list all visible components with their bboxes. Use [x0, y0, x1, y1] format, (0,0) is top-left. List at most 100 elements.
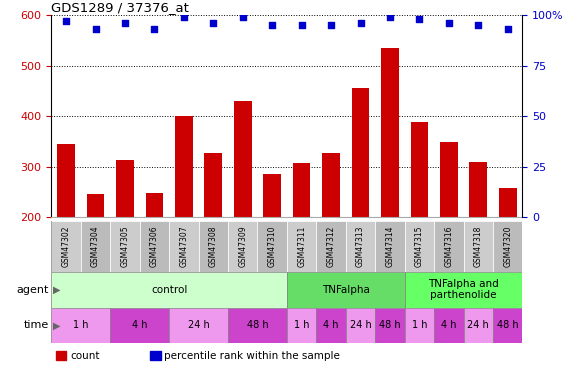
Text: 24 h: 24 h	[188, 320, 210, 330]
Bar	[110, 308, 169, 343]
Bar	[405, 272, 522, 308]
Text: GSM47310: GSM47310	[268, 226, 277, 267]
Text: TNFalpha and
parthenolide: TNFalpha and parthenolide	[428, 279, 499, 300]
Text: TNFalpha: TNFalpha	[322, 285, 370, 295]
Bar	[87, 194, 104, 217]
Point	[268, 22, 277, 28]
Text: 24 h: 24 h	[349, 320, 371, 330]
Text: 1 h: 1 h	[412, 320, 427, 330]
Text: control: control	[151, 285, 187, 295]
Bar	[381, 48, 399, 217]
Bar	[405, 221, 434, 272]
Text: GSM47313: GSM47313	[356, 226, 365, 267]
Bar	[322, 153, 340, 218]
Bar	[234, 101, 252, 217]
Bar	[199, 221, 228, 272]
Text: 4 h: 4 h	[323, 320, 339, 330]
Bar	[346, 308, 375, 343]
Text: 1 h: 1 h	[73, 320, 89, 330]
Text: 4 h: 4 h	[441, 320, 457, 330]
Bar	[146, 193, 163, 217]
Text: GSM47318: GSM47318	[474, 226, 483, 267]
Bar	[175, 116, 193, 218]
Bar	[150, 351, 160, 360]
Bar	[440, 141, 458, 218]
Bar	[169, 308, 228, 343]
Point	[120, 20, 130, 26]
Bar	[169, 221, 199, 272]
Text: 24 h: 24 h	[468, 320, 489, 330]
Bar	[434, 308, 464, 343]
Bar	[405, 308, 434, 343]
Bar	[204, 153, 222, 218]
Text: GSM47305: GSM47305	[120, 226, 130, 267]
Bar	[228, 221, 258, 272]
Point	[150, 26, 159, 32]
Point	[356, 20, 365, 26]
Bar	[493, 221, 522, 272]
Point	[62, 18, 71, 24]
Bar	[56, 351, 66, 360]
Text: GSM47307: GSM47307	[179, 226, 188, 267]
Bar	[375, 221, 405, 272]
Text: 48 h: 48 h	[247, 320, 268, 330]
Bar	[293, 163, 311, 218]
Bar	[287, 272, 405, 308]
Bar	[352, 88, 369, 218]
Text: GSM47311: GSM47311	[297, 226, 306, 267]
Text: GDS1289 / 37376_at: GDS1289 / 37376_at	[51, 1, 189, 14]
Text: time: time	[23, 320, 49, 330]
Text: ▶: ▶	[53, 285, 61, 295]
Bar	[411, 122, 428, 218]
Text: GSM47302: GSM47302	[62, 226, 71, 267]
Point	[444, 20, 453, 26]
Point	[503, 26, 512, 32]
Bar	[316, 308, 346, 343]
Text: 1 h: 1 h	[294, 320, 309, 330]
Text: GSM47320: GSM47320	[503, 226, 512, 267]
Point	[238, 14, 247, 20]
Text: GSM47312: GSM47312	[327, 226, 336, 267]
Text: 48 h: 48 h	[379, 320, 401, 330]
Point	[385, 14, 395, 20]
Text: GSM47309: GSM47309	[238, 226, 247, 267]
Bar	[228, 308, 287, 343]
Bar	[51, 272, 287, 308]
Bar	[110, 221, 140, 272]
Bar	[316, 221, 346, 272]
Bar	[57, 144, 75, 218]
Bar	[287, 308, 316, 343]
Bar	[499, 188, 517, 218]
Bar	[464, 221, 493, 272]
Point	[474, 22, 483, 28]
Bar	[434, 221, 464, 272]
Bar	[116, 160, 134, 218]
Bar	[493, 308, 522, 343]
Point	[327, 22, 336, 28]
Text: GSM47316: GSM47316	[444, 226, 453, 267]
Bar	[258, 221, 287, 272]
Text: GSM47314: GSM47314	[385, 226, 395, 267]
Bar	[51, 308, 110, 343]
Bar	[464, 308, 493, 343]
Text: percentile rank within the sample: percentile rank within the sample	[164, 351, 340, 361]
Text: GSM47315: GSM47315	[415, 226, 424, 267]
Text: GSM47306: GSM47306	[150, 226, 159, 267]
Bar	[263, 174, 281, 217]
Point	[179, 14, 188, 20]
Text: 4 h: 4 h	[132, 320, 147, 330]
Text: GSM47308: GSM47308	[209, 226, 218, 267]
Point	[209, 20, 218, 26]
Text: ▶: ▶	[53, 320, 61, 330]
Bar	[51, 221, 81, 272]
Point	[91, 26, 100, 32]
Bar	[346, 221, 375, 272]
Text: 48 h: 48 h	[497, 320, 518, 330]
Point	[297, 22, 306, 28]
Text: agent: agent	[16, 285, 49, 295]
Bar	[469, 162, 487, 218]
Point	[415, 16, 424, 22]
Bar	[287, 221, 316, 272]
Text: count: count	[70, 351, 100, 361]
Bar	[375, 308, 405, 343]
